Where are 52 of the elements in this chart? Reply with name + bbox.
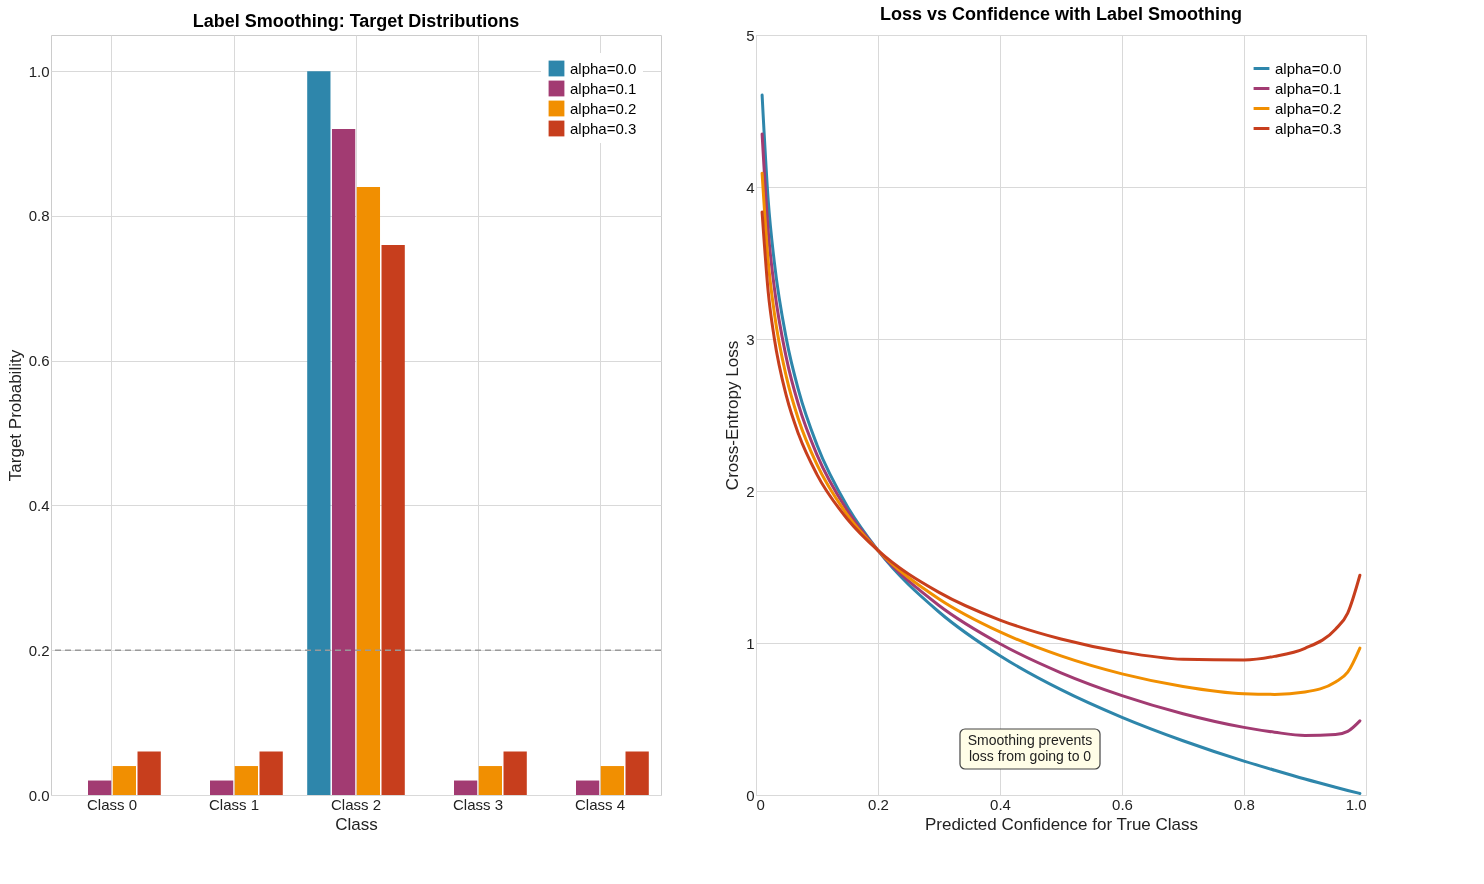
legend-label: alpha=0.1	[1275, 79, 1342, 97]
x-tick-label: Class 2	[330, 795, 382, 813]
legend-label: alpha=0.3	[570, 119, 637, 137]
x-tick-label: 0.4	[990, 795, 1011, 813]
bar	[307, 71, 331, 795]
bar	[381, 244, 405, 795]
y-tick-label: 1	[746, 634, 755, 652]
y-axis-title: Target Probability	[5, 349, 25, 482]
chart-title: Loss vs Confidence with Label Smoothing	[879, 4, 1243, 24]
legend-label: alpha=0.2	[570, 99, 637, 117]
x-axis-title: Class	[335, 814, 378, 834]
legend-label: alpha=0.1	[570, 79, 637, 97]
bar	[209, 780, 234, 795]
bar	[575, 780, 600, 795]
y-tick-label: 1.0	[28, 62, 50, 80]
bar	[625, 751, 649, 795]
y-tick-label: 3	[746, 330, 755, 348]
y-tick-label: 0.8	[28, 207, 50, 225]
bar	[137, 751, 161, 795]
bar	[112, 766, 137, 795]
bar	[234, 766, 259, 795]
y-tick-label: 5	[746, 26, 755, 44]
bar	[331, 129, 356, 795]
x-tick-label: 0.8	[1234, 795, 1255, 813]
bar	[478, 766, 503, 795]
legend-label: alpha=0.3	[1275, 119, 1342, 137]
bar	[503, 751, 527, 795]
y-tick-label: 0.2	[28, 641, 50, 659]
legend-label: alpha=0.2	[1275, 99, 1342, 117]
y-tick-label: 2	[746, 482, 755, 500]
x-tick-label: Class 0	[86, 795, 138, 813]
bar	[356, 187, 381, 795]
x-tick-label: Class 4	[574, 795, 626, 813]
y-axis-title: Cross-Entropy Loss	[723, 340, 743, 491]
y-tick-label: 0.4	[28, 496, 50, 514]
x-tick-label: 0.6	[1112, 795, 1133, 813]
y-tick-label: 0.6	[28, 352, 50, 370]
x-tick-label: 1.0	[1345, 795, 1367, 813]
chart-title: Label Smoothing: Target Distributions	[192, 11, 520, 31]
bar	[453, 780, 478, 795]
legend-label: alpha=0.0	[570, 59, 637, 77]
bar	[600, 766, 625, 795]
annotation: Smoothing prevents loss from going to 0	[967, 732, 1093, 764]
x-tick-label: Class 1	[208, 795, 260, 813]
y-tick-label: 4	[746, 178, 755, 196]
bar	[259, 751, 283, 795]
y-tick-label: 0.0	[28, 786, 50, 804]
bar	[87, 780, 112, 795]
x-axis-title: Predicted Confidence for True Class	[924, 814, 1199, 834]
x-tick-label: 0.2	[868, 795, 889, 813]
x-tick-label: Class 3	[452, 795, 504, 813]
legend-label: alpha=0.0	[1275, 59, 1342, 77]
